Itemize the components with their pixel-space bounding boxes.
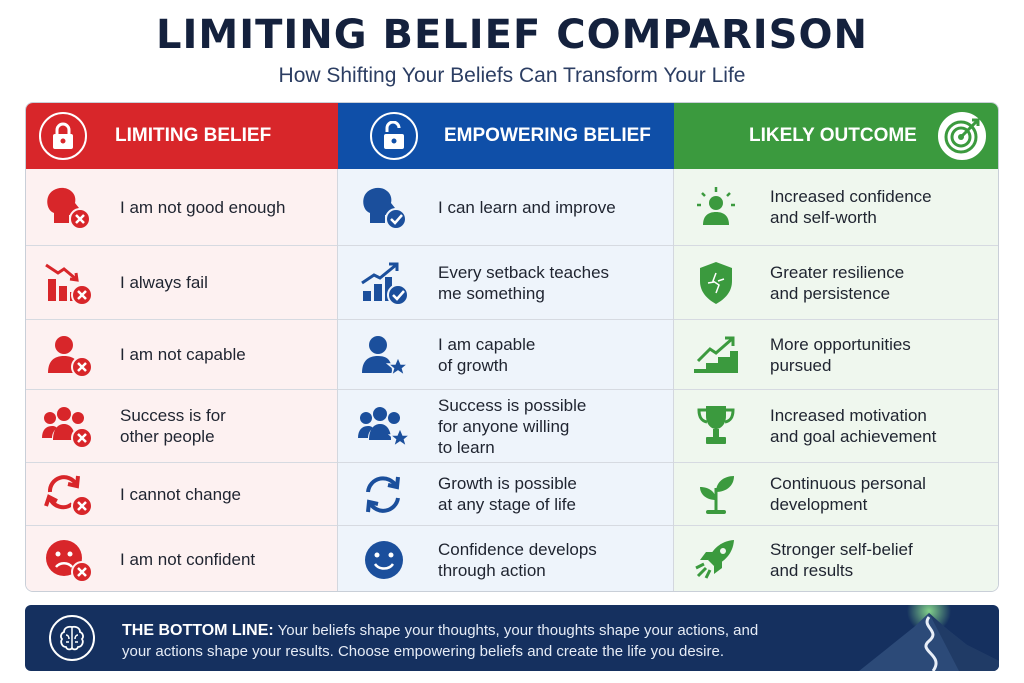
outcome-text: Increased motivation and goal achievemen… (770, 406, 937, 446)
outcome-text: Continuous personal development (770, 474, 926, 514)
empowering-belief-text: Growth is possible at any stage of life (438, 474, 577, 514)
rocket-icon (686, 536, 746, 584)
table-row: I am not capable (26, 320, 337, 390)
group-star-icon (354, 402, 414, 450)
column-outcome: Increased confidence and self-worth Grea… (674, 169, 998, 591)
table-row: I am not confident (26, 526, 337, 591)
table-row: Stronger self-belief and results (674, 526, 998, 591)
outcome-text: Greater resilience and persistence (770, 262, 905, 303)
cycle-x-icon (38, 470, 98, 518)
brain-icon (49, 615, 95, 661)
header-limiting: LIMITING BELIEF (26, 103, 338, 169)
head-check-icon (354, 183, 414, 231)
limiting-belief-text: I am not confident (120, 550, 256, 569)
bottom-line-text-block: THE BOTTOM LINE: Your beliefs shape your… (122, 620, 782, 662)
table-row: I am not good enough (26, 169, 337, 246)
outcome-text: Stronger self-belief and results (770, 539, 913, 580)
header-empowering: EMPOWERING BELIEF (338, 103, 674, 169)
table-row: Continuous personal development (674, 463, 998, 526)
empowering-belief-text: Confidence develops through action (438, 539, 597, 580)
column-limiting: I am not good enough I always fail I am … (26, 169, 338, 591)
limiting-belief-text: I always fail (120, 273, 208, 292)
shield-icon (686, 259, 746, 307)
table-row: Success is possible for anyone willing t… (338, 390, 673, 463)
table-row: More opportunities pursued (674, 320, 998, 390)
table-row: Every setback teaches me something (338, 246, 673, 320)
header-outcome: LIKELY OUTCOME (674, 103, 998, 169)
stairs-arrow-icon (686, 331, 746, 379)
limiting-belief-text: I cannot change (120, 484, 241, 504)
header-empowering-label: EMPOWERING BELIEF (444, 125, 651, 146)
table-row: Increased motivation and goal achievemen… (674, 390, 998, 463)
header-limiting-label: LIMITING BELIEF (115, 125, 272, 146)
bottom-line-message: Your beliefs shape your thoughts, your t… (122, 622, 759, 660)
cycle-arrows-icon (354, 470, 414, 518)
empowering-belief-text: I can learn and improve (438, 197, 616, 217)
page-subtitle: How Shifting Your Beliefs Can Transform … (278, 64, 746, 87)
rising-chart-icon (354, 259, 414, 307)
head-x-icon (38, 183, 98, 231)
table-row: Success is for other people (26, 390, 337, 463)
smiley-face-icon (354, 536, 414, 584)
limiting-belief-text: Success is for other people (120, 406, 226, 446)
empowering-belief-text: Success is possible for anyone willing t… (438, 395, 587, 457)
padlock-open-icon (370, 112, 418, 160)
sad-face-x-icon (38, 536, 98, 584)
column-empowering: I can learn and improve Every setback te… (338, 169, 674, 591)
person-star-icon (354, 331, 414, 379)
group-x-icon (38, 402, 98, 450)
header-outcome-label: LIKELY OUTCOME (749, 125, 917, 146)
outcome-text: Increased confidence and self-worth (770, 187, 932, 227)
table-row: Increased confidence and self-worth (674, 169, 998, 246)
empowering-belief-text: I am capable of growth (438, 334, 536, 375)
table-row: I can learn and improve (338, 169, 673, 246)
declining-chart-icon (38, 259, 98, 307)
comparison-table: LIMITING BELIEF EMPOWERING BELIEF LIKELY… (25, 102, 999, 592)
bottom-line-label: THE BOTTOM LINE: (122, 622, 274, 639)
limiting-belief-text: I am not capable (120, 345, 246, 364)
empowering-belief-text: Every setback teaches me something (438, 262, 610, 303)
table-row: I am capable of growth (338, 320, 673, 390)
bottom-line-banner: THE BOTTOM LINE: Your beliefs shape your… (25, 605, 999, 671)
page-title: LIMITING BELIEF COMPARISON (156, 12, 868, 58)
glowing-person-icon (686, 183, 746, 231)
mountain-flag-icon (859, 605, 999, 671)
limiting-belief-text: I am not good enough (120, 197, 286, 217)
table-row: I always fail (26, 246, 337, 320)
table-row: Greater resilience and persistence (674, 246, 998, 320)
trophy-icon (686, 402, 746, 450)
target-icon (938, 112, 986, 160)
outcome-text: More opportunities pursued (770, 334, 911, 375)
table-row: Growth is possible at any stage of life (338, 463, 673, 526)
padlock-closed-icon (39, 112, 87, 160)
sprout-icon (686, 470, 746, 518)
table-row: I cannot change (26, 463, 337, 526)
table-row: Confidence develops through action (338, 526, 673, 591)
person-x-icon (38, 331, 98, 379)
